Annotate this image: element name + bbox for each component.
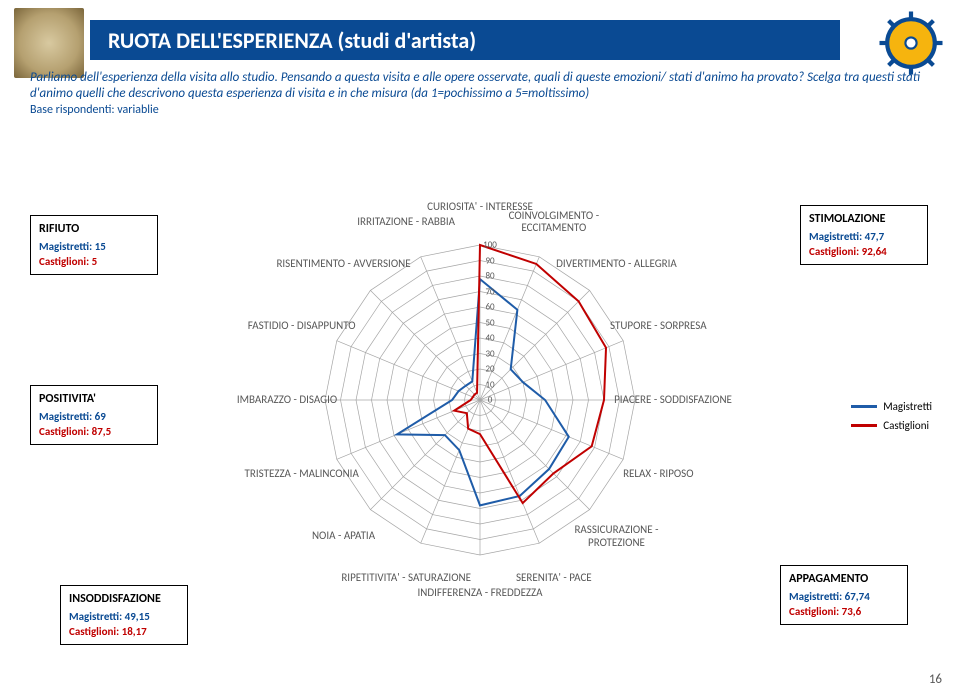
axis-label: STUPORE - SORPRESA bbox=[610, 320, 707, 332]
tick-label: 70 bbox=[485, 286, 494, 297]
axis-label: NOIA - APATIA bbox=[312, 530, 375, 542]
callout-castiglioni: Castiglioni: 92,64 bbox=[809, 245, 919, 258]
callout-title: RIFIUTO bbox=[39, 222, 149, 236]
callout-title: INSODDISFAZIONE bbox=[69, 592, 179, 606]
callout-title: APPAGAMENTO bbox=[789, 572, 899, 586]
callout-magistretti: Magistretti: 69 bbox=[39, 410, 149, 423]
lexis-logo bbox=[14, 8, 84, 78]
legend-item-magistretti: Magistretti bbox=[851, 400, 932, 413]
base-label: Base rispondenti: variablie bbox=[30, 103, 930, 117]
callout-magistretti: Magistretti: 49,15 bbox=[69, 610, 179, 623]
callout-appagamento: APPAGAMENTO Magistretti: 67,74 Castiglioni… bbox=[780, 565, 908, 625]
axis-label: IMBARAZZO - DISAGIO bbox=[237, 394, 337, 406]
axis-label: FASTIDIO - DISAPPUNTO bbox=[248, 320, 356, 332]
callout-castiglioni: Castiglioni: 5 bbox=[39, 255, 149, 268]
callout-magistretti: Magistretti: 67,74 bbox=[789, 590, 899, 603]
callout-castiglioni: Castiglioni: 73,6 bbox=[789, 605, 899, 618]
axis-label: RISENTIMENTO - AVVERSIONE bbox=[276, 257, 410, 269]
tick-label: 100 bbox=[483, 240, 497, 251]
tick-label: 90 bbox=[485, 255, 494, 266]
callout-title: STIMOLAZIONE bbox=[809, 212, 919, 226]
axis-label: COINVOLGIMENTO - ECCITAMENTO bbox=[509, 210, 599, 234]
callout-magistretti: Magistretti: 15 bbox=[39, 240, 149, 253]
legend-swatch bbox=[851, 424, 877, 427]
axis-label: PIACERE - SODDISFAZIONE bbox=[614, 394, 732, 406]
axis-label: RELAX - RIPOSO bbox=[623, 468, 693, 480]
intro-line1: Parliamo dell'esperienza della visita al… bbox=[30, 70, 804, 85]
tick-label: 30 bbox=[485, 348, 494, 359]
axis-label: RASSICURAZIONE - PROTEZIONE bbox=[574, 524, 658, 548]
tick-label: 80 bbox=[485, 271, 494, 282]
tick-label: 0 bbox=[488, 395, 493, 406]
callout-castiglioni: Castiglioni: 18,17 bbox=[69, 625, 179, 638]
axis-label: TRISTEZZA - MALINCONIA bbox=[245, 468, 359, 480]
axis-label: IRRITAZIONE - RABBIA bbox=[357, 216, 455, 228]
callout-insoddisfazione: INSODDISFAZIONE Magistretti: 49,15 Castigl… bbox=[60, 585, 188, 645]
legend-item-castiglioni: Castiglioni bbox=[851, 419, 932, 432]
callout-positivita: POSITIVITA' Magistretti: 69 Castiglioni: 8… bbox=[30, 385, 158, 445]
axis-label: RIPETITIVITA' - SATURAZIONE bbox=[341, 572, 471, 584]
tick-label: 10 bbox=[485, 379, 494, 390]
legend: Magistretti Castiglioni bbox=[851, 400, 932, 438]
title-band: RUOTA DELL'ESPERIENZA (studi d'artista) bbox=[90, 20, 840, 60]
page-number: 16 bbox=[929, 672, 942, 687]
tick-label: 60 bbox=[485, 302, 494, 313]
callout-castiglioni: Castiglioni: 87,5 bbox=[39, 425, 149, 438]
axis-label: SERENITA' - PACE bbox=[516, 572, 592, 584]
legend-label: Castiglioni bbox=[883, 419, 929, 432]
callout-magistretti: Magistretti: 47,7 bbox=[809, 230, 919, 243]
tick-label: 50 bbox=[485, 317, 494, 328]
rotary-logo bbox=[876, 8, 946, 78]
callout-stimolazione: STIMOLAZIONE Magistretti: 47,7 Castiglioni… bbox=[800, 205, 928, 265]
tick-label: 40 bbox=[485, 333, 494, 344]
tick-label: 20 bbox=[485, 364, 494, 375]
callout-rifiuto: RIFIUTO Magistretti: 15 Castiglioni: 5 bbox=[30, 215, 158, 275]
callout-title: POSITIVITA' bbox=[39, 392, 149, 406]
axis-label: INDIFFERENZA - FREDDEZZA bbox=[418, 587, 543, 599]
legend-label: Magistretti bbox=[883, 400, 932, 413]
intro-text: Parliamo dell'esperienza della visita al… bbox=[30, 70, 930, 118]
page-title: RUOTA DELL'ESPERIENZA (studi d'artista) bbox=[108, 27, 476, 54]
axis-label: DIVERTIMENTO - ALLEGRIA bbox=[556, 257, 677, 269]
legend-swatch bbox=[851, 405, 877, 408]
